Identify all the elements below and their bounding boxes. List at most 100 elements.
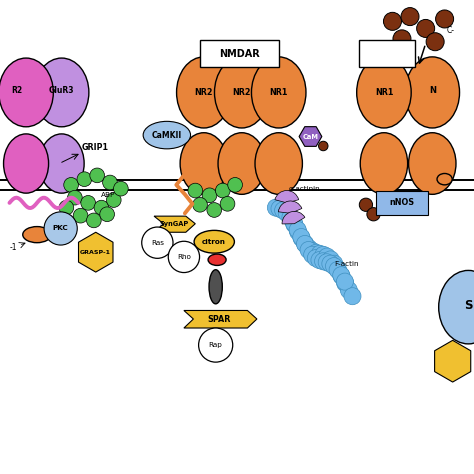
Text: GRIP1: GRIP1: [82, 144, 109, 152]
Text: NR2: NR2: [194, 88, 213, 97]
Circle shape: [271, 200, 288, 217]
Circle shape: [417, 19, 435, 37]
Circle shape: [267, 199, 284, 216]
Text: NR2: NR2: [232, 88, 251, 97]
Text: CaM: CaM: [302, 134, 319, 139]
Text: GluR3: GluR3: [49, 86, 74, 94]
Circle shape: [286, 216, 303, 233]
Circle shape: [282, 209, 299, 226]
Circle shape: [315, 253, 332, 270]
Text: citron: citron: [202, 239, 226, 245]
Circle shape: [300, 241, 317, 258]
Ellipse shape: [208, 254, 226, 265]
Ellipse shape: [439, 270, 474, 344]
Ellipse shape: [218, 133, 265, 194]
Text: α-actinin: α-actinin: [288, 186, 320, 191]
Circle shape: [315, 246, 332, 264]
Circle shape: [278, 205, 295, 222]
Circle shape: [393, 30, 411, 48]
Text: PKC: PKC: [53, 226, 69, 231]
Circle shape: [94, 200, 109, 215]
Circle shape: [275, 198, 292, 215]
Text: GRASP-1: GRASP-1: [80, 250, 111, 255]
Polygon shape: [299, 127, 322, 146]
Polygon shape: [184, 310, 257, 328]
Circle shape: [307, 249, 324, 266]
FancyBboxPatch shape: [376, 191, 428, 215]
Ellipse shape: [214, 57, 269, 128]
Text: F-actin: F-actin: [334, 262, 359, 267]
Circle shape: [282, 209, 299, 226]
Circle shape: [274, 202, 292, 219]
Circle shape: [100, 207, 115, 221]
Circle shape: [199, 328, 233, 362]
Ellipse shape: [405, 57, 460, 128]
Circle shape: [337, 273, 354, 290]
Circle shape: [68, 190, 82, 205]
Circle shape: [322, 251, 339, 268]
Circle shape: [301, 240, 318, 257]
Circle shape: [220, 196, 235, 211]
Circle shape: [296, 236, 313, 253]
Circle shape: [142, 227, 173, 258]
Circle shape: [333, 268, 350, 285]
Circle shape: [279, 203, 296, 220]
Circle shape: [401, 8, 419, 26]
Circle shape: [102, 175, 117, 190]
Text: CaMKII: CaMKII: [152, 131, 182, 139]
Text: C-: C-: [447, 27, 455, 35]
Circle shape: [319, 248, 336, 265]
Circle shape: [311, 252, 328, 269]
Text: ABP: ABP: [101, 192, 115, 198]
FancyBboxPatch shape: [200, 40, 279, 67]
Wedge shape: [282, 211, 305, 224]
Circle shape: [293, 230, 310, 247]
Circle shape: [207, 203, 222, 217]
Circle shape: [202, 188, 217, 202]
Circle shape: [77, 172, 92, 186]
Circle shape: [436, 10, 454, 28]
Text: Rap: Rap: [209, 342, 223, 348]
Circle shape: [322, 255, 339, 272]
Circle shape: [326, 255, 343, 272]
Circle shape: [290, 223, 307, 240]
Circle shape: [308, 244, 325, 261]
Circle shape: [64, 178, 78, 192]
Text: nNOS: nNOS: [389, 199, 415, 207]
Circle shape: [344, 288, 361, 305]
Circle shape: [318, 254, 335, 271]
Wedge shape: [278, 201, 302, 213]
Ellipse shape: [409, 133, 456, 194]
Ellipse shape: [360, 133, 408, 194]
Ellipse shape: [176, 57, 231, 128]
Text: SPAR: SPAR: [207, 315, 231, 323]
Ellipse shape: [4, 134, 49, 193]
Ellipse shape: [357, 57, 411, 128]
Wedge shape: [275, 191, 299, 203]
Text: R2: R2: [11, 86, 22, 94]
Text: N: N: [429, 86, 436, 94]
Circle shape: [73, 209, 88, 223]
Circle shape: [329, 261, 346, 278]
Ellipse shape: [143, 121, 191, 149]
Circle shape: [90, 168, 104, 182]
Circle shape: [333, 267, 350, 284]
Text: S: S: [464, 299, 473, 312]
Circle shape: [304, 246, 321, 263]
Polygon shape: [79, 232, 113, 272]
Ellipse shape: [252, 57, 306, 128]
Ellipse shape: [39, 134, 84, 193]
Circle shape: [293, 228, 310, 246]
Circle shape: [188, 183, 203, 198]
Circle shape: [383, 12, 401, 30]
Circle shape: [426, 33, 444, 51]
Circle shape: [297, 236, 314, 253]
Ellipse shape: [23, 227, 51, 243]
Circle shape: [359, 198, 373, 211]
Text: Ras: Ras: [151, 240, 164, 246]
Ellipse shape: [255, 133, 302, 194]
Circle shape: [285, 215, 302, 232]
Ellipse shape: [0, 58, 53, 127]
Text: -1: -1: [9, 243, 17, 252]
Ellipse shape: [209, 270, 222, 304]
